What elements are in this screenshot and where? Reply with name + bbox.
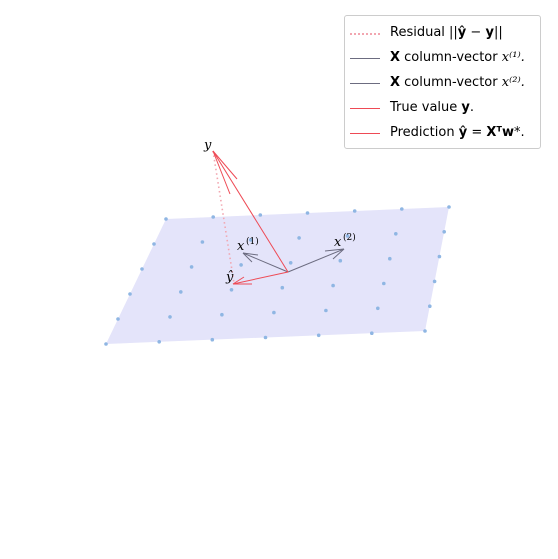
- plane-point: [152, 242, 156, 246]
- plane-point: [437, 254, 442, 259]
- plane-point: [210, 337, 215, 342]
- legend-swatch-x1: [350, 58, 380, 59]
- legend-item-x2: X column-vector x⁽²⁾.: [345, 73, 540, 95]
- plane-point: [352, 209, 357, 213]
- plane-point: [400, 207, 404, 211]
- x2-column-vector: [287, 248, 345, 273]
- plane-point: [394, 232, 398, 236]
- legend-item-prediction: Prediction ŷ = Xᵀw*.: [345, 123, 540, 145]
- legend-item-x1: X column-vector x⁽¹⁾.: [345, 48, 540, 70]
- plane-point: [164, 217, 168, 221]
- plane-point: [305, 211, 310, 215]
- plane-point: [229, 288, 234, 292]
- plane-point: [288, 261, 293, 265]
- legend-item-residual: Residual ||ŷ − y||: [345, 23, 540, 45]
- legend-label-residual: Residual ||ŷ − y||: [390, 25, 503, 40]
- plane-point: [179, 290, 183, 294]
- true-value-vector: [212, 150, 289, 273]
- legend-swatch-x2: [350, 83, 380, 84]
- plane-sample-points: [104, 205, 451, 346]
- plane-point: [447, 205, 451, 209]
- plane-point: [280, 285, 285, 290]
- column-space-plane: [106, 207, 449, 344]
- plane-point: [370, 331, 374, 336]
- plane-point: [345, 234, 350, 238]
- plane-point: [168, 315, 172, 319]
- legend-label-prediction: Prediction ŷ = Xᵀw*.: [390, 125, 525, 140]
- plane-point: [376, 306, 380, 311]
- plane-point: [442, 230, 447, 234]
- y-hat-label: ŷ: [225, 270, 234, 285]
- plane-point: [297, 236, 301, 240]
- legend-item-true-value: True value y.: [345, 98, 540, 120]
- plane-point: [272, 310, 276, 315]
- plane-point: [116, 317, 120, 321]
- legend-label-x2: X column-vector x⁽²⁾.: [390, 75, 525, 90]
- legend-label-x1: X column-vector x⁽¹⁾.: [390, 50, 525, 65]
- prediction-vector: [232, 271, 289, 285]
- plane-point: [382, 281, 386, 286]
- legend-label-true-value: True value y.: [390, 100, 475, 115]
- plane-point: [157, 340, 161, 344]
- plane-point: [338, 258, 343, 263]
- plane-point: [104, 342, 108, 346]
- plane-point: [423, 329, 427, 333]
- plane-point: [331, 283, 335, 288]
- x1-label: x: [237, 239, 245, 254]
- plane-point: [316, 333, 321, 338]
- legend-swatch-prediction: [350, 133, 380, 134]
- x1-column-vector: [242, 252, 289, 273]
- plane-point: [189, 265, 194, 269]
- plane-point: [239, 263, 243, 267]
- y-label: y: [203, 138, 212, 153]
- plane-point: [258, 213, 263, 217]
- plane-point: [140, 267, 144, 271]
- legend-swatch-true-value: [350, 108, 380, 109]
- legend: Residual ||ŷ − y|| X column-vector x⁽¹⁾.…: [344, 15, 541, 149]
- plane-point: [388, 256, 392, 261]
- plane-point: [263, 335, 268, 340]
- x2-label-superscript: (2): [343, 232, 356, 243]
- x2-label: x: [334, 235, 342, 250]
- plane-point: [428, 304, 432, 309]
- plane-point: [324, 308, 328, 313]
- x1-label-superscript: (1): [246, 236, 259, 247]
- legend-swatch-residual: [350, 33, 380, 35]
- plane-point: [432, 279, 437, 284]
- plane-point: [220, 312, 224, 317]
- plane-point: [128, 292, 132, 296]
- plane-point: [211, 215, 215, 219]
- plane-point: [248, 238, 253, 242]
- plane-point: [200, 240, 205, 244]
